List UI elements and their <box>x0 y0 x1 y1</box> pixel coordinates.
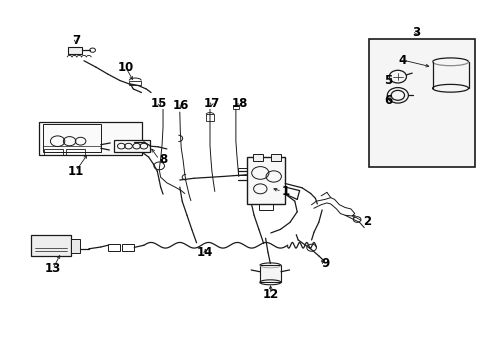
Text: 8: 8 <box>159 153 167 166</box>
Text: 13: 13 <box>44 262 61 275</box>
Bar <box>68 47 81 54</box>
Bar <box>129 81 141 85</box>
Text: 6: 6 <box>384 94 391 107</box>
Bar <box>65 149 85 154</box>
Text: 14: 14 <box>197 246 213 259</box>
Text: 1: 1 <box>281 185 289 198</box>
Bar <box>40 122 142 155</box>
Bar <box>238 168 246 175</box>
Bar <box>70 239 80 253</box>
Text: 16: 16 <box>173 99 189 112</box>
Bar <box>122 243 134 251</box>
Text: 3: 3 <box>411 26 419 39</box>
Text: 2: 2 <box>363 215 371 228</box>
Text: 11: 11 <box>67 165 84 178</box>
Bar <box>44 149 63 154</box>
Bar <box>206 114 213 121</box>
Bar <box>270 154 281 161</box>
Text: 12: 12 <box>262 288 279 301</box>
Text: 18: 18 <box>231 96 247 109</box>
Text: 7: 7 <box>72 34 80 47</box>
Bar <box>259 265 280 282</box>
Text: 17: 17 <box>203 96 220 109</box>
Text: 4: 4 <box>398 54 406 67</box>
Bar <box>31 235 70 256</box>
Text: 15: 15 <box>151 96 167 109</box>
Bar <box>368 39 474 167</box>
Bar <box>43 124 101 153</box>
Bar <box>246 157 285 204</box>
Text: 10: 10 <box>117 60 134 73</box>
Text: 5: 5 <box>384 74 391 87</box>
Bar <box>258 204 273 210</box>
Bar <box>232 105 239 109</box>
Text: 9: 9 <box>320 257 328 270</box>
Bar <box>114 140 150 152</box>
Bar <box>252 154 263 161</box>
Bar <box>108 243 120 251</box>
